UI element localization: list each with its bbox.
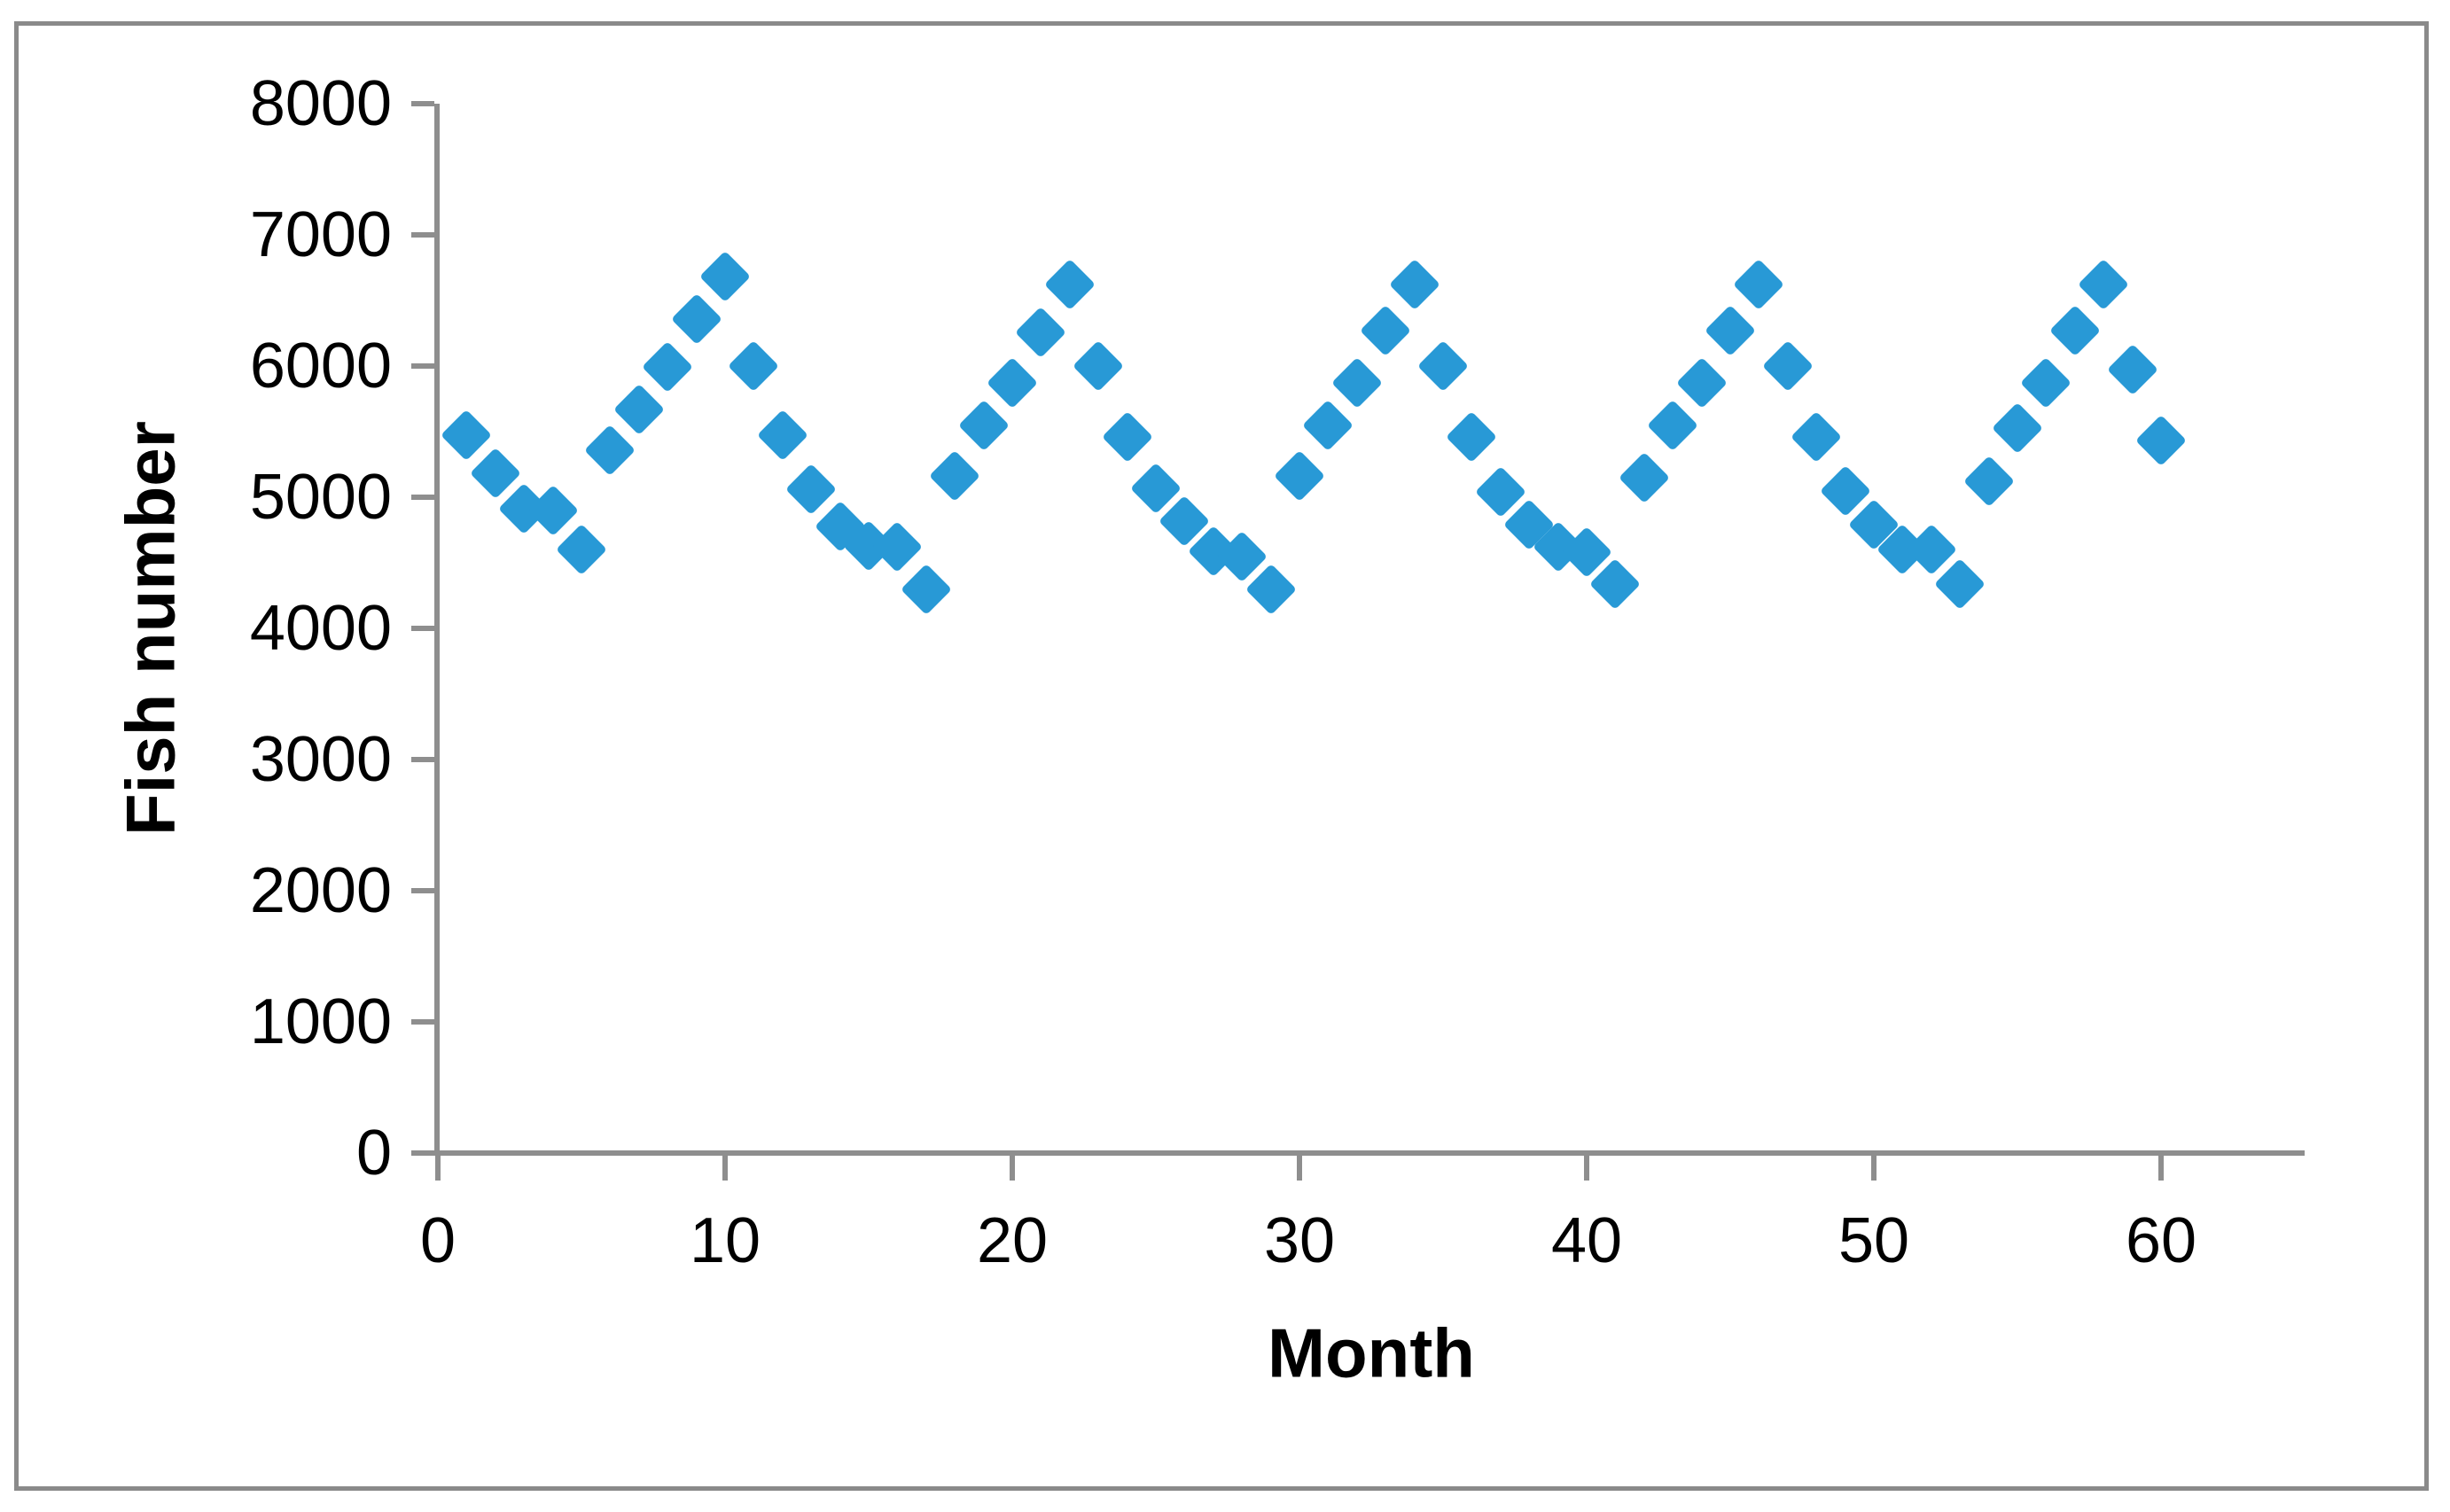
y-tick — [411, 232, 434, 238]
y-tick-label: 8000 — [249, 68, 392, 139]
y-tick-label: 5000 — [249, 462, 392, 533]
x-tick-label: 10 — [689, 1205, 761, 1276]
chart-outer-border — [14, 21, 2429, 1491]
x-tick — [1584, 1156, 1589, 1181]
y-axis-title: Fish number — [111, 420, 190, 837]
y-tick — [411, 1019, 434, 1025]
x-tick — [1297, 1156, 1302, 1181]
x-tick — [722, 1156, 728, 1181]
x-tick-label: 20 — [976, 1205, 1049, 1276]
x-tick — [2158, 1156, 2164, 1181]
y-tick — [411, 363, 434, 369]
y-tick — [411, 888, 434, 893]
y-tick-label: 2000 — [249, 855, 392, 926]
x-tick — [1010, 1156, 1015, 1181]
y-tick-label: 4000 — [249, 593, 392, 664]
y-tick-label: 0 — [355, 1118, 392, 1189]
y-tick-label: 7000 — [249, 199, 392, 270]
y-tick — [411, 626, 434, 631]
y-axis-line — [434, 104, 440, 1156]
x-tick — [1871, 1156, 1877, 1181]
y-tick-label: 3000 — [249, 724, 392, 795]
x-axis-title: Month — [1268, 1313, 1475, 1392]
x-tick-label: 30 — [1263, 1205, 1336, 1276]
x-tick-label: 60 — [2125, 1205, 2197, 1276]
x-tick-label: 50 — [1838, 1205, 1910, 1276]
y-tick-label: 6000 — [249, 331, 392, 401]
x-tick — [435, 1156, 441, 1181]
y-tick — [411, 495, 434, 500]
y-tick-label: 1000 — [249, 986, 392, 1057]
x-tick-label: 0 — [419, 1205, 456, 1276]
x-tick-label: 40 — [1550, 1205, 1623, 1276]
y-tick — [411, 101, 434, 106]
y-tick — [411, 757, 434, 762]
y-tick — [411, 1150, 434, 1156]
x-axis-line — [434, 1150, 2305, 1156]
